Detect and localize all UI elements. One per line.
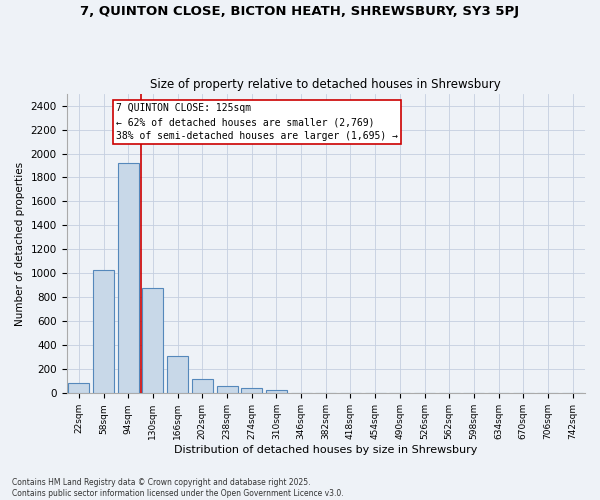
Bar xyxy=(68,382,89,394)
Bar xyxy=(241,388,262,394)
X-axis label: Distribution of detached houses by size in Shrewsbury: Distribution of detached houses by size … xyxy=(174,445,478,455)
Bar xyxy=(93,270,114,394)
Bar xyxy=(192,379,213,394)
Text: 7, QUINTON CLOSE, BICTON HEATH, SHREWSBURY, SY3 5PJ: 7, QUINTON CLOSE, BICTON HEATH, SHREWSBU… xyxy=(80,5,520,18)
Title: Size of property relative to detached houses in Shrewsbury: Size of property relative to detached ho… xyxy=(151,78,501,91)
Bar xyxy=(142,288,163,394)
Bar xyxy=(167,356,188,394)
Bar xyxy=(217,386,238,394)
Text: Contains HM Land Registry data © Crown copyright and database right 2025.
Contai: Contains HM Land Registry data © Crown c… xyxy=(12,478,344,498)
Bar xyxy=(118,163,139,394)
Y-axis label: Number of detached properties: Number of detached properties xyxy=(15,162,25,326)
Bar xyxy=(266,390,287,394)
Text: 7 QUINTON CLOSE: 125sqm
← 62% of detached houses are smaller (2,769)
38% of semi: 7 QUINTON CLOSE: 125sqm ← 62% of detache… xyxy=(116,103,398,141)
